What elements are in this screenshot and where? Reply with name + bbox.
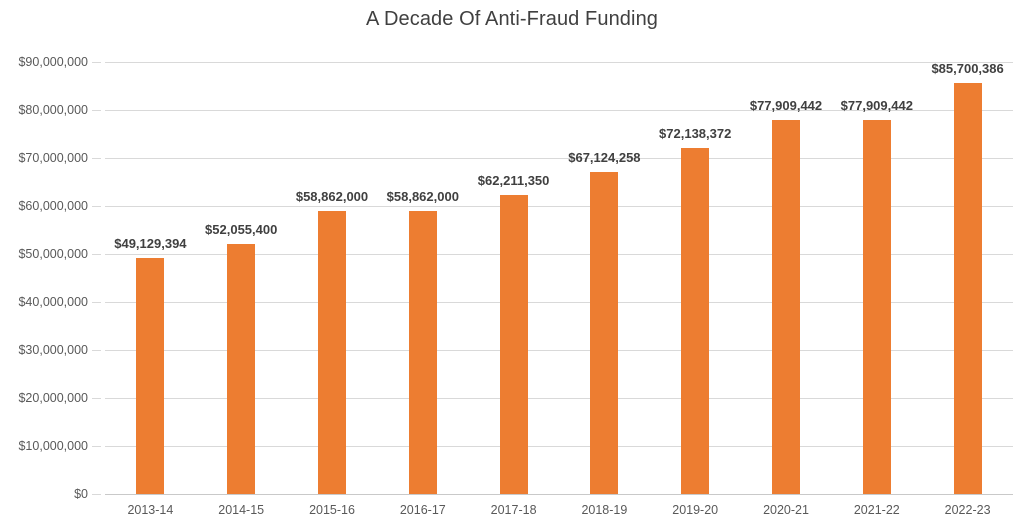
bar-2022-23[interactable] [953, 82, 982, 494]
y-tick-mark [92, 158, 101, 159]
x-tick-label: 2022-23 [944, 503, 991, 517]
data-label-2014-15: $52,055,400 [205, 222, 278, 238]
gridline [105, 158, 1013, 159]
bar-2019-20[interactable] [681, 147, 710, 494]
y-tick-label: $10,000,000 [18, 439, 88, 453]
gridline [105, 494, 1013, 495]
bar-2017-18[interactable] [499, 195, 528, 494]
bar-2016-17[interactable] [408, 211, 437, 494]
gridline [105, 62, 1013, 63]
y-tick-label: $0 [74, 487, 88, 501]
y-tick-label: $50,000,000 [18, 247, 88, 261]
data-label-2019-20: $72,138,372 [659, 125, 732, 141]
data-label-2017-18: $62,211,350 [477, 173, 550, 189]
gridline [105, 446, 1013, 447]
y-tick-mark [92, 254, 101, 255]
x-tick-label: 2014-15 [218, 503, 265, 517]
x-tick-label: 2021-22 [853, 503, 900, 517]
y-tick-mark [92, 398, 101, 399]
data-label-2021-22: $77,909,442 [840, 98, 913, 114]
bar-2021-22[interactable] [862, 120, 891, 494]
y-tick-mark [92, 206, 101, 207]
gridline [105, 302, 1013, 303]
x-axis: 2013-14 2014-15 2015-16 2016-17 2017-18 2018-… [105, 503, 1013, 527]
plot-area: $49,129,394 $52,055,400 $58,862,000 $58,862… [105, 60, 1013, 495]
bar-2020-21[interactable] [772, 120, 800, 494]
x-tick-label: 2015-16 [309, 503, 355, 517]
data-label-2013-14: $49,129,394 [114, 236, 187, 252]
y-tick-label: $80,000,000 [18, 103, 88, 117]
x-tick-label: 2020-21 [763, 503, 809, 517]
bar-2013-14[interactable] [136, 258, 165, 494]
y-tick-mark [92, 110, 101, 111]
data-label-2022-23: $85,700,386 [931, 60, 1004, 76]
y-tick-mark [92, 302, 101, 303]
bar-2018-19[interactable] [590, 171, 619, 494]
data-label-2020-21: $77,909,442 [749, 98, 823, 114]
y-tick-label: $90,000,000 [18, 55, 88, 69]
bar-2015-16[interactable] [318, 211, 346, 494]
y-tick-label: $20,000,000 [18, 391, 88, 405]
y-tick-mark [92, 446, 101, 447]
data-label-2018-19: $67,124,258 [568, 149, 641, 165]
chart-title: A Decade Of Anti-Fraud Funding [365, 8, 659, 30]
data-label-2016-17: $58,862,000 [386, 189, 459, 205]
y-tick-label: $40,000,000 [18, 295, 88, 309]
gridline [105, 350, 1013, 351]
gridline [105, 254, 1013, 255]
gridline [105, 110, 1013, 111]
gridline [105, 206, 1013, 207]
y-tick-mark [92, 350, 101, 351]
y-tick-label: $30,000,000 [18, 343, 88, 357]
y-tick-label: $70,000,000 [18, 151, 88, 165]
y-tick-mark [92, 494, 101, 495]
y-tick-mark [92, 62, 101, 63]
x-tick-label: 2017-18 [490, 503, 537, 517]
x-tick-label: 2013-14 [127, 503, 174, 517]
y-axis: $0 $10,000,000 $20,000,000 $30,000,000 $40,0… [0, 55, 101, 501]
data-label-2015-16: $58,862,000 [295, 189, 369, 205]
bar-2014-15[interactable] [227, 244, 256, 494]
x-tick-label: 2018-19 [581, 503, 628, 517]
gridline [105, 398, 1013, 399]
y-tick-label: $60,000,000 [18, 199, 88, 213]
x-tick-label: 2019-20 [672, 503, 719, 517]
x-tick-label: 2016-17 [399, 503, 446, 517]
